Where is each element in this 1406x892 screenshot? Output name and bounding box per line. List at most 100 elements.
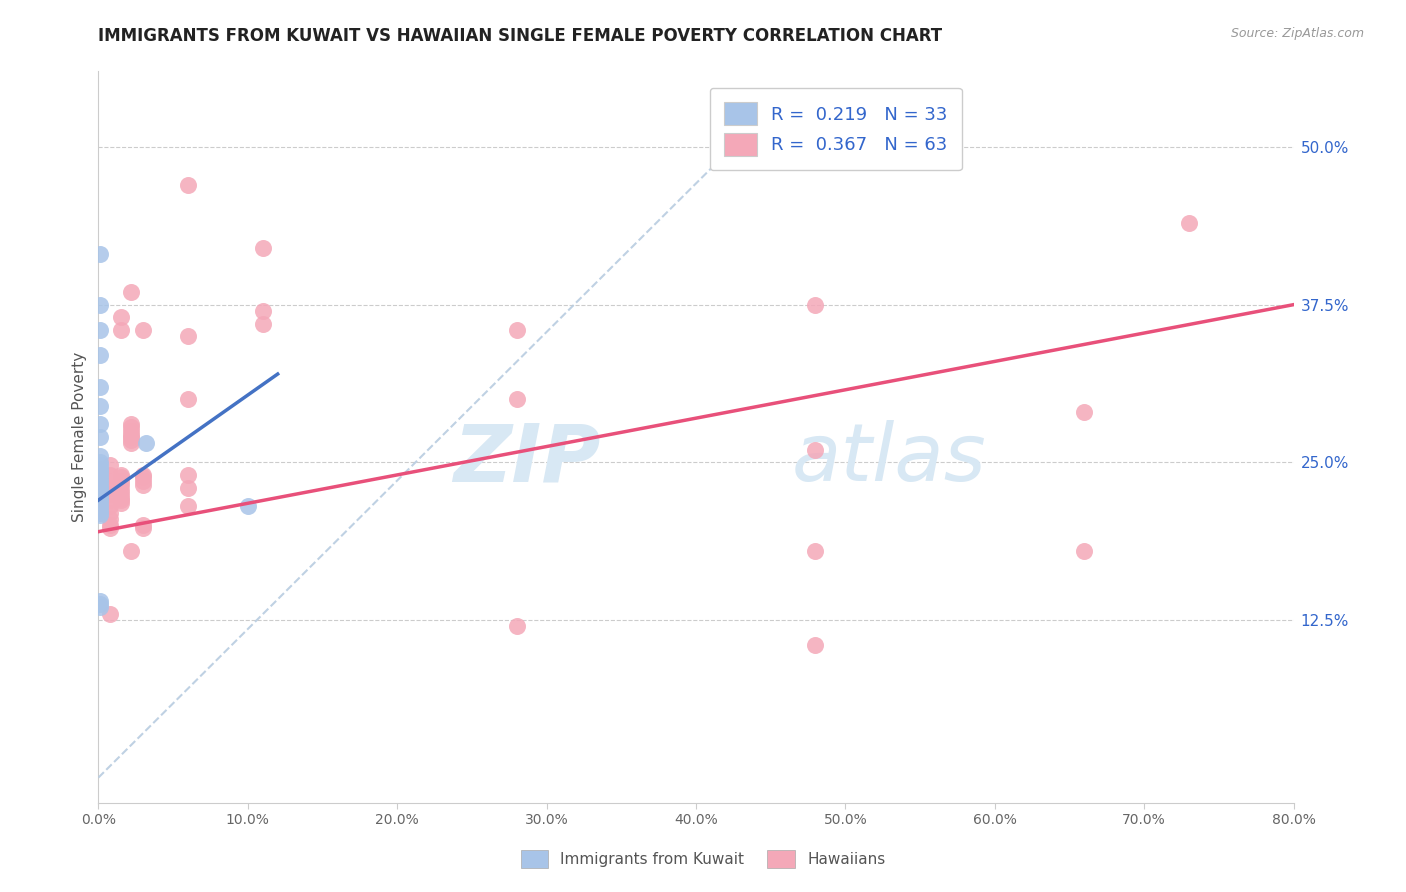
Point bbox=[177, 500, 200, 514]
Point bbox=[120, 417, 142, 432]
Point bbox=[132, 470, 155, 484]
Point bbox=[177, 481, 200, 495]
Point bbox=[89, 458, 111, 472]
Point bbox=[100, 467, 122, 482]
Point bbox=[110, 310, 132, 325]
Point bbox=[120, 436, 142, 450]
Point bbox=[89, 496, 111, 510]
Point bbox=[132, 478, 155, 492]
Point bbox=[89, 461, 111, 475]
Point bbox=[100, 481, 122, 495]
Text: Source: ZipAtlas.com: Source: ZipAtlas.com bbox=[1230, 27, 1364, 40]
Point bbox=[89, 298, 111, 312]
Point bbox=[110, 470, 132, 484]
Point bbox=[89, 485, 111, 500]
Point bbox=[132, 323, 155, 337]
Point bbox=[89, 478, 111, 492]
Point bbox=[100, 474, 122, 488]
Point bbox=[89, 597, 111, 611]
Point bbox=[120, 285, 142, 299]
Point bbox=[506, 619, 529, 633]
Point bbox=[177, 392, 200, 407]
Point bbox=[89, 506, 111, 520]
Point bbox=[110, 474, 132, 488]
Point bbox=[89, 483, 111, 497]
Point bbox=[135, 436, 157, 450]
Point bbox=[804, 298, 827, 312]
Point bbox=[89, 247, 111, 261]
Point bbox=[89, 466, 111, 480]
Point bbox=[89, 475, 111, 490]
Point bbox=[89, 594, 111, 608]
Point bbox=[100, 607, 122, 621]
Point bbox=[252, 304, 274, 318]
Point bbox=[89, 348, 111, 362]
Point bbox=[506, 323, 529, 337]
Point bbox=[89, 491, 111, 505]
Point bbox=[89, 600, 111, 615]
Point bbox=[110, 491, 132, 505]
Point bbox=[89, 430, 111, 444]
Point bbox=[89, 379, 111, 393]
Point bbox=[89, 467, 111, 482]
Point bbox=[89, 474, 111, 488]
Point bbox=[89, 449, 111, 463]
Point bbox=[100, 506, 122, 520]
Point bbox=[120, 427, 142, 442]
Text: ZIP: ZIP bbox=[453, 420, 600, 498]
Point bbox=[804, 543, 827, 558]
Point bbox=[110, 483, 132, 497]
Point bbox=[1073, 543, 1095, 558]
Point bbox=[89, 455, 111, 469]
Point bbox=[89, 483, 111, 497]
Point bbox=[110, 487, 132, 501]
Point bbox=[100, 487, 122, 501]
Point bbox=[89, 417, 111, 432]
Point bbox=[89, 481, 111, 495]
Point bbox=[132, 467, 155, 482]
Point bbox=[132, 518, 155, 533]
Point bbox=[132, 521, 155, 535]
Point bbox=[132, 474, 155, 488]
Point bbox=[89, 506, 111, 520]
Point bbox=[252, 317, 274, 331]
Point bbox=[120, 420, 142, 434]
Point bbox=[177, 467, 200, 482]
Point bbox=[804, 638, 827, 652]
Point bbox=[110, 323, 132, 337]
Point bbox=[89, 500, 111, 514]
Point bbox=[100, 518, 122, 533]
Point bbox=[177, 178, 200, 192]
Point bbox=[100, 458, 122, 472]
Point bbox=[110, 478, 132, 492]
Point bbox=[89, 487, 111, 501]
Point bbox=[1073, 405, 1095, 419]
Point bbox=[100, 521, 122, 535]
Point bbox=[252, 241, 274, 255]
Point bbox=[89, 323, 111, 337]
Legend: Immigrants from Kuwait, Hawaiians: Immigrants from Kuwait, Hawaiians bbox=[513, 843, 893, 875]
Point bbox=[177, 329, 200, 343]
Text: atlas: atlas bbox=[792, 420, 987, 498]
Point bbox=[120, 543, 142, 558]
Point bbox=[110, 467, 132, 482]
Point bbox=[89, 508, 111, 523]
Point bbox=[89, 472, 111, 486]
Point bbox=[89, 467, 111, 482]
Point bbox=[89, 488, 111, 502]
Point bbox=[506, 392, 529, 407]
Point bbox=[236, 500, 259, 514]
Point bbox=[120, 424, 142, 438]
Point bbox=[110, 493, 132, 508]
Point bbox=[89, 503, 111, 517]
Point bbox=[1178, 216, 1201, 230]
Point bbox=[89, 500, 111, 514]
Point bbox=[89, 399, 111, 413]
Point bbox=[100, 500, 122, 514]
Point bbox=[100, 512, 122, 526]
Point bbox=[89, 478, 111, 492]
Point bbox=[100, 493, 122, 508]
Legend: R =  0.219   N = 33, R =  0.367   N = 63: R = 0.219 N = 33, R = 0.367 N = 63 bbox=[710, 87, 962, 170]
Point bbox=[89, 491, 111, 505]
Point bbox=[89, 493, 111, 508]
